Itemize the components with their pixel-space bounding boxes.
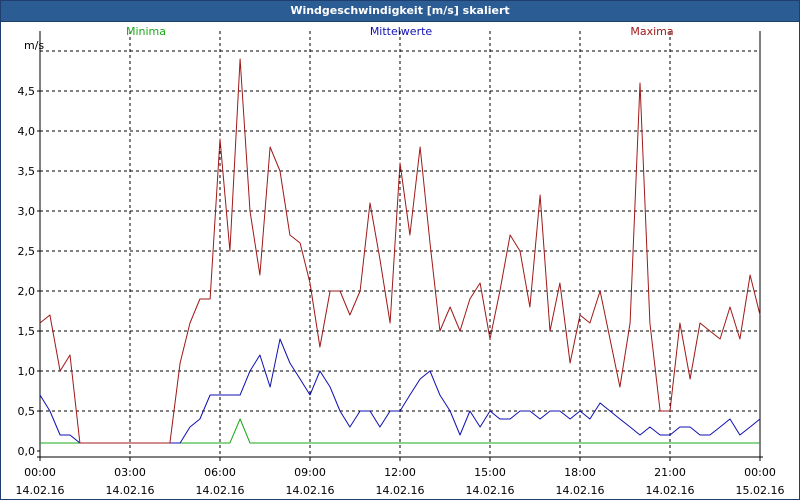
x-tick-time: 18:00: [564, 466, 596, 479]
x-tick-time: 21:00: [654, 466, 686, 479]
legend-minima: Minima: [126, 25, 166, 38]
window-title: Windgeschwindigkeit [m/s] skaliert: [290, 4, 510, 17]
y-axis-label: m/s: [24, 39, 44, 52]
x-tick-date: 14.02.16: [556, 484, 605, 497]
x-tick-time: 12:00: [384, 466, 416, 479]
x-tick-date: 14.02.16: [16, 484, 65, 497]
x-axis-ticks: 00:00 14.02.16 03:00 14.02.16 06:00 14.02.16 0…: [16, 466, 785, 497]
title-bar: Windgeschwindigkeit [m/s] skaliert: [1, 1, 799, 22]
legend-maxima: Maxima: [630, 25, 673, 38]
x-tick-date: 14.02.16: [646, 484, 695, 497]
y-axis-ticks: 0,0 0,5 1,0 1,5 2,0 2,5 3,0 3,5 4,0 4,5: [18, 85, 36, 458]
y-tick-label: 3,5: [18, 165, 36, 178]
y-tick-label: 1,0: [18, 365, 36, 378]
x-tick-date: 14.02.16: [196, 484, 245, 497]
x-tick-time: 03:00: [114, 466, 146, 479]
x-tick-time: 00:00: [24, 466, 56, 479]
y-tick-label: 1,5: [18, 325, 36, 338]
grid-lines: [37, 31, 763, 461]
series-line-maxima: [39, 58, 761, 444]
x-tick-date: 14.02.16: [106, 484, 155, 497]
x-tick-date: 14.02.16: [376, 484, 425, 497]
x-tick-time: 00:00: [744, 466, 776, 479]
y-tick-label: 2,5: [18, 245, 36, 258]
x-tick-date: 15.02.16: [736, 484, 785, 497]
x-tick-time: 09:00: [294, 466, 326, 479]
y-tick-label: 0,5: [18, 405, 36, 418]
y-tick-label: 4,0: [18, 125, 36, 138]
legend-mittelwerte: Mittelwerte: [370, 25, 433, 38]
x-tick-date: 14.02.16: [466, 484, 515, 497]
y-tick-label: 2,0: [18, 285, 36, 298]
x-tick-time: 06:00: [204, 466, 236, 479]
y-tick-label: 0,0: [18, 445, 36, 458]
legend: Minima Mittelwerte Maxima: [126, 25, 674, 38]
x-tick-time: 15:00: [474, 466, 506, 479]
x-tick-date: 14.02.16: [286, 484, 335, 497]
y-tick-label: 4,5: [18, 85, 36, 98]
y-tick-label: 3,0: [18, 205, 36, 218]
series-lines: [39, 58, 761, 444]
